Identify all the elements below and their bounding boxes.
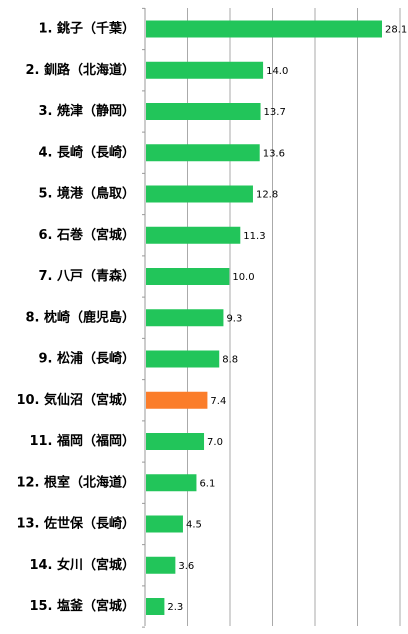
data-label: 3.6 bbox=[178, 561, 194, 572]
bar bbox=[146, 226, 241, 244]
bar bbox=[146, 185, 253, 203]
data-label: 6.1 bbox=[199, 478, 215, 489]
category-labels: 1. 銚子（千葉） 2. 釧路（北海道） 3. 焼津（静岡） 4. 長崎（長崎） 5. … bbox=[16, 21, 135, 615]
data-label: 4.5 bbox=[186, 520, 202, 531]
data-label: 10.0 bbox=[232, 272, 254, 283]
category-label: 13. 佐世保（長崎） bbox=[16, 516, 135, 532]
data-label: 12.8 bbox=[256, 190, 278, 201]
bar bbox=[146, 433, 205, 450]
bar bbox=[146, 268, 230, 285]
data-label: 2.3 bbox=[167, 602, 183, 613]
category-label: 10. 気仙沼（宮城） bbox=[16, 392, 135, 408]
data-label: 13.6 bbox=[263, 148, 285, 159]
category-label: 9. 松浦（長崎） bbox=[38, 351, 135, 367]
data-label: 28.1 bbox=[385, 25, 407, 36]
bar bbox=[146, 350, 220, 368]
data-label: 11.3 bbox=[243, 231, 265, 242]
bar bbox=[146, 598, 165, 615]
category-label: 3. 焼津（静岡） bbox=[38, 103, 135, 119]
data-label: 13.7 bbox=[264, 107, 286, 118]
category-label: 5. 境港（鳥取） bbox=[38, 186, 135, 202]
category-label: 6. 石巻（宮城） bbox=[38, 227, 135, 243]
bar bbox=[146, 144, 260, 162]
category-label: 8. 枕崎（鹿児島） bbox=[25, 309, 135, 325]
bar bbox=[146, 61, 264, 79]
bar-highlighted bbox=[146, 391, 208, 409]
bars bbox=[146, 20, 382, 615]
category-label: 4. 長崎（長崎） bbox=[38, 144, 135, 160]
data-label: 9.3 bbox=[226, 313, 242, 324]
category-label: 1. 銚子（千葉） bbox=[38, 21, 135, 37]
category-label: 15. 塩釜（宮城） bbox=[29, 598, 135, 614]
value-labels: 28.1 14.0 13.7 13.6 12.8 11.3 10.0 9.3 8.8 7.4 7.0… bbox=[167, 25, 407, 614]
category-label: 12. 根室（北海道） bbox=[16, 474, 135, 490]
data-label: 7.4 bbox=[210, 396, 226, 407]
bar bbox=[146, 103, 261, 120]
data-label: 8.8 bbox=[222, 355, 238, 366]
category-label: 11. 福岡（福岡） bbox=[29, 433, 135, 449]
category-label: 14. 女川（宮城） bbox=[29, 557, 135, 573]
bar bbox=[146, 515, 183, 533]
data-label: 14.0 bbox=[266, 66, 288, 77]
data-label: 7.0 bbox=[207, 437, 223, 448]
bar bbox=[146, 309, 224, 327]
bar bbox=[146, 556, 176, 574]
category-label: 7. 八戸（青森） bbox=[38, 268, 135, 284]
category-label: 2. 釧路（北海道） bbox=[25, 62, 135, 78]
bar bbox=[146, 20, 382, 38]
bar bbox=[146, 474, 197, 492]
